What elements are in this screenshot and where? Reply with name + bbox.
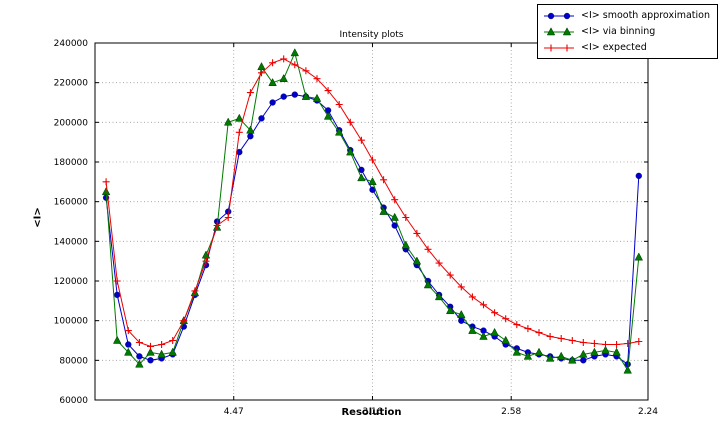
- svg-text:160000: 160000: [54, 198, 89, 208]
- svg-text:3.16: 3.16: [362, 407, 382, 417]
- svg-text:120000: 120000: [54, 277, 89, 287]
- svg-text:2.58: 2.58: [501, 407, 521, 417]
- legend-item-expected: <I> expected: [542, 40, 710, 55]
- legend-label: <I> via binning: [581, 26, 656, 37]
- svg-text:200000: 200000: [54, 118, 89, 128]
- x-axis-label: Resolution: [341, 407, 402, 418]
- svg-text:2.24: 2.24: [638, 407, 658, 417]
- svg-text:60000: 60000: [59, 396, 88, 406]
- svg-text:140000: 140000: [54, 237, 89, 247]
- svg-text:180000: 180000: [54, 158, 89, 168]
- legend-label: <I> smooth approximation: [581, 10, 710, 21]
- svg-text:100000: 100000: [54, 317, 89, 327]
- chart-title: Intensity plots: [339, 30, 404, 40]
- svg-text:4.47: 4.47: [224, 407, 244, 417]
- legend-item-via-binning: <I> via binning: [542, 24, 710, 39]
- y-axis-label: <I>: [32, 207, 44, 228]
- svg-text:80000: 80000: [59, 356, 88, 366]
- legend-label: <I> expected: [581, 42, 647, 53]
- legend-marker-via-binning: [544, 26, 575, 35]
- legend-marker-expected: [544, 44, 575, 51]
- legend-marker-smooth-approximation: [544, 12, 575, 19]
- legend: <I> smooth approximation <I> via binning…: [537, 4, 718, 59]
- svg-text:220000: 220000: [54, 79, 89, 89]
- legend-item-smooth-approximation: <I> smooth approximation: [542, 8, 710, 23]
- svg-text:240000: 240000: [54, 39, 89, 49]
